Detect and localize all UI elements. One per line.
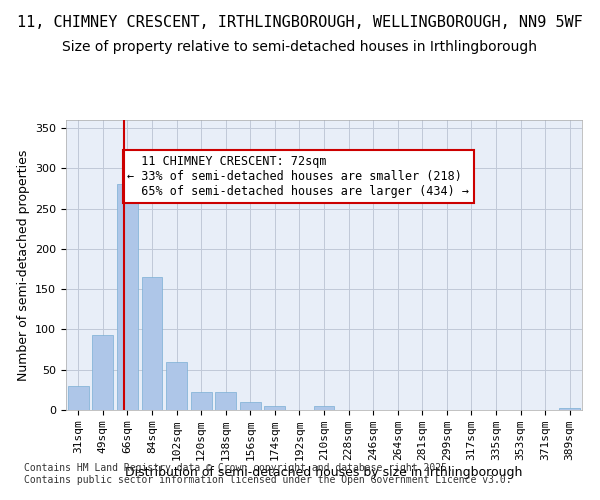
Bar (191, 392, 212, 410)
Bar (314, 406, 334, 410)
Bar (68, 386, 89, 410)
Bar (117, 184, 138, 410)
Bar (240, 402, 261, 410)
Y-axis label: Number of semi-detached properties: Number of semi-detached properties (17, 150, 29, 380)
Text: Contains HM Land Registry data © Crown copyright and database right 2025.
Contai: Contains HM Land Registry data © Crown c… (24, 464, 512, 485)
Bar (265, 406, 286, 410)
Text: 11 CHIMNEY CRESCENT: 72sqm
← 33% of semi-detached houses are smaller (218)
  65%: 11 CHIMNEY CRESCENT: 72sqm ← 33% of semi… (127, 155, 469, 198)
Bar (166, 362, 187, 410)
Text: 11, CHIMNEY CRESCENT, IRTHLINGBOROUGH, WELLINGBOROUGH, NN9 5WF: 11, CHIMNEY CRESCENT, IRTHLINGBOROUGH, W… (17, 15, 583, 30)
Bar (215, 392, 236, 410)
X-axis label: Distribution of semi-detached houses by size in Irthlingborough: Distribution of semi-detached houses by … (125, 466, 523, 479)
Bar (142, 277, 163, 410)
Bar (559, 408, 580, 410)
Bar (92, 335, 113, 410)
Text: Size of property relative to semi-detached houses in Irthlingborough: Size of property relative to semi-detach… (62, 40, 538, 54)
